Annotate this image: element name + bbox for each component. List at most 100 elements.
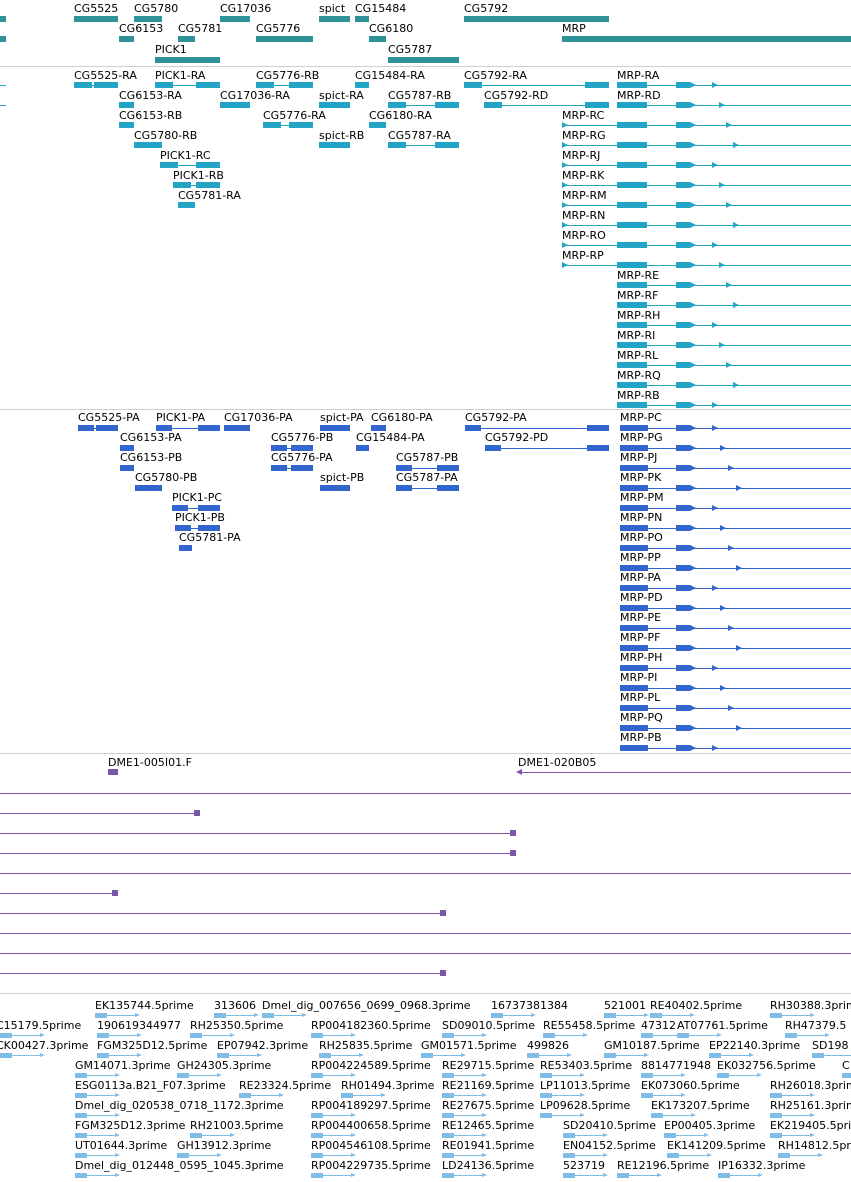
- protein-exon[interactable]: [78, 425, 94, 431]
- read-label[interactable]: RE55458.5prime: [543, 1019, 636, 1032]
- read-block[interactable]: [442, 1033, 454, 1038]
- read-label[interactable]: SD198: [812, 1039, 849, 1052]
- read-label[interactable]: RE40402.5prime: [650, 999, 743, 1012]
- gene-block[interactable]: [388, 57, 459, 63]
- protein-label[interactable]: CG5525-PA: [78, 411, 140, 424]
- read-label[interactable]: EK135744.5prime: [95, 999, 194, 1012]
- read-label[interactable]: C: [842, 1059, 850, 1072]
- est-block[interactable]: [440, 970, 446, 976]
- protein-label[interactable]: MRP-PP: [620, 551, 661, 564]
- protein-exon[interactable]: [620, 525, 648, 531]
- transcript-exon[interactable]: [119, 122, 134, 128]
- read-label[interactable]: RP004189297.5prime: [311, 1099, 431, 1112]
- transcript-label[interactable]: MRP-RC: [562, 109, 605, 122]
- protein-exon[interactable]: [291, 445, 313, 451]
- transcript-label[interactable]: CG5787-RB: [388, 89, 452, 102]
- est-block[interactable]: [510, 850, 516, 856]
- transcript-exon[interactable]: [676, 402, 690, 408]
- protein-exon[interactable]: [465, 425, 481, 431]
- protein-exon[interactable]: [620, 545, 648, 551]
- transcript-exon[interactable]: [326, 142, 350, 148]
- est-label[interactable]: DME1-020B05: [518, 756, 597, 769]
- protein-exon[interactable]: [676, 645, 690, 651]
- transcript-exon[interactable]: [388, 102, 406, 108]
- transcript-exon[interactable]: [676, 242, 690, 248]
- protein-label[interactable]: MRP-PQ: [620, 711, 663, 724]
- protein-exon[interactable]: [676, 665, 690, 671]
- transcript-exon[interactable]: [617, 362, 647, 368]
- transcript-exon[interactable]: [289, 82, 313, 88]
- est-label[interactable]: DME1-005I01.F: [108, 756, 192, 769]
- transcript-label[interactable]: MRP-RM: [562, 189, 607, 202]
- protein-exon[interactable]: [676, 685, 690, 691]
- protein-exon[interactable]: [328, 425, 350, 431]
- gene-label[interactable]: CG5792: [464, 2, 509, 15]
- transcript-label[interactable]: MRP-RN: [562, 209, 606, 222]
- read-block[interactable]: [540, 1093, 552, 1098]
- read-label[interactable]: RE01941.5prime: [442, 1139, 535, 1152]
- transcript-label[interactable]: CG5776-RB: [256, 69, 320, 82]
- read-label[interactable]: EP00405.3prime: [664, 1119, 756, 1132]
- protein-exon[interactable]: [356, 445, 369, 451]
- transcript-label[interactable]: CG6153-RA: [119, 89, 182, 102]
- read-block[interactable]: [75, 1113, 87, 1118]
- read-block[interactable]: [442, 1153, 454, 1158]
- read-block[interactable]: [311, 1133, 323, 1138]
- protein-label[interactable]: MRP-PG: [620, 431, 663, 444]
- gene-label[interactable]: CG15484: [355, 2, 407, 15]
- est-block[interactable]: [112, 890, 118, 896]
- protein-exon[interactable]: [437, 485, 459, 491]
- transcript-exon[interactable]: [617, 302, 647, 308]
- read-label[interactable]: RP004182360.5prime: [311, 1019, 431, 1032]
- read-label[interactable]: RP004546108.5prime: [311, 1139, 431, 1152]
- read-label[interactable]: GM10187.5prime: [604, 1039, 700, 1052]
- read-label[interactable]: EK141209.5prime: [667, 1139, 766, 1152]
- protein-exon[interactable]: [676, 425, 690, 431]
- gene-block[interactable]: [134, 16, 162, 22]
- protein-label[interactable]: CG5787-PA: [396, 471, 458, 484]
- transcript-exon[interactable]: [155, 82, 173, 88]
- read-label[interactable]: RE23324.5prime: [239, 1079, 332, 1092]
- protein-label[interactable]: MRP-PA: [620, 571, 661, 584]
- read-block[interactable]: [442, 1173, 454, 1178]
- protein-exon[interactable]: [620, 425, 648, 431]
- protein-exon[interactable]: [676, 705, 690, 711]
- read-block[interactable]: [97, 1033, 109, 1038]
- read-label[interactable]: RP004229735.5prime: [311, 1159, 431, 1172]
- read-label[interactable]: GH24305.3prime: [177, 1059, 272, 1072]
- transcript-label[interactable]: MRP-RQ: [617, 369, 661, 382]
- read-label[interactable]: LP11013.5prime: [540, 1079, 631, 1092]
- transcript-exon[interactable]: [119, 102, 134, 108]
- read-block[interactable]: [177, 1073, 189, 1078]
- protein-label[interactable]: MRP-PJ: [620, 451, 658, 464]
- read-label[interactable]: ESG0113a.B21_F07.3prime: [75, 1079, 226, 1092]
- read-label[interactable]: LD24136.5prime: [442, 1159, 535, 1172]
- read-label[interactable]: EK073060.5prime: [641, 1079, 740, 1092]
- read-label[interactable]: GM14071.3prime: [75, 1059, 171, 1072]
- transcript-exon[interactable]: [617, 282, 647, 288]
- gene-block[interactable]: [220, 16, 250, 22]
- transcript-exon[interactable]: [676, 382, 690, 388]
- protein-label[interactable]: spict-PA: [320, 411, 364, 424]
- transcript-exon[interactable]: [617, 382, 647, 388]
- protein-label[interactable]: MRP-PO: [620, 531, 663, 544]
- transcript-exon[interactable]: [226, 102, 250, 108]
- transcript-label[interactable]: MRP-RO: [562, 229, 606, 242]
- protein-label[interactable]: MRP-PL: [620, 691, 661, 704]
- protein-exon[interactable]: [676, 745, 690, 751]
- read-block[interactable]: [563, 1173, 575, 1178]
- transcript-exon[interactable]: [196, 182, 220, 188]
- protein-label[interactable]: CG15484-PA: [356, 431, 425, 444]
- transcript-exon[interactable]: [676, 342, 690, 348]
- gene-block[interactable]: [319, 16, 350, 22]
- protein-exon[interactable]: [620, 685, 648, 691]
- protein-exon[interactable]: [175, 525, 191, 531]
- protein-exon[interactable]: [620, 665, 648, 671]
- read-label[interactable]: GM01571.5prime: [421, 1039, 517, 1052]
- gene-block[interactable]: [369, 36, 386, 42]
- read-label[interactable]: 521001: [604, 999, 646, 1012]
- read-block[interactable]: [97, 1053, 109, 1058]
- read-block[interactable]: [641, 1093, 653, 1098]
- gene-label[interactable]: CG5776: [256, 22, 301, 35]
- read-label[interactable]: UT01644.3prime: [75, 1139, 168, 1152]
